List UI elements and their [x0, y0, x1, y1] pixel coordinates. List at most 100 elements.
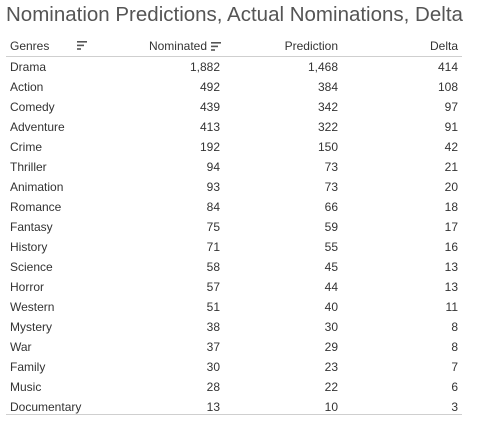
cell-genre: War	[10, 340, 32, 354]
cell-prediction: 45	[324, 260, 338, 274]
cell-genre: Music	[10, 380, 42, 394]
cell-nominated: 30	[206, 360, 220, 374]
cell-nominated: 58	[206, 260, 220, 274]
cell-prediction: 59	[324, 220, 338, 234]
sort-icon[interactable]	[77, 41, 87, 50]
cell-delta: 3	[451, 400, 458, 414]
table-row[interactable]: Music 28 22 6	[6, 377, 462, 397]
cell-prediction: 10	[324, 400, 338, 414]
column-header-nominated[interactable]: Nominated	[149, 39, 221, 53]
cell-nominated: 71	[206, 240, 220, 254]
cell-genre: Thriller	[10, 160, 47, 174]
cell-genre: Mystery	[10, 320, 52, 334]
cell-delta: 108	[437, 80, 458, 94]
page-title: Nomination Predictions, Actual Nominatio…	[6, 3, 463, 26]
cell-prediction: 66	[324, 200, 338, 214]
cell-nominated: 93	[206, 180, 220, 194]
table-row[interactable]: Adventure 413 322 91	[6, 117, 462, 137]
table-row[interactable]: History 71 55 16	[6, 237, 462, 257]
cell-prediction: 73	[324, 180, 338, 194]
cell-nominated: 51	[206, 300, 220, 314]
cell-nominated: 38	[206, 320, 220, 334]
cell-delta: 91	[444, 120, 458, 134]
cell-prediction: 29	[324, 340, 338, 354]
cell-genre: Science	[10, 260, 53, 274]
cell-genre: Drama	[10, 60, 47, 74]
cell-nominated: 413	[199, 120, 220, 134]
table-row[interactable]: Documentary 13 10 3	[6, 397, 462, 417]
table-row[interactable]: Thriller 94 73 21	[6, 157, 462, 177]
data-table: Genres Nominated Prediction Delta Drama 1…	[6, 36, 462, 417]
cell-prediction: 384	[317, 80, 338, 94]
cell-prediction: 44	[324, 280, 338, 294]
cell-prediction: 55	[324, 240, 338, 254]
table-row[interactable]: Action 492 384 108	[6, 77, 462, 97]
table-row[interactable]: Horror 57 44 13	[6, 277, 462, 297]
column-header-prediction[interactable]: Prediction	[284, 39, 338, 53]
column-header-genres[interactable]: Genres	[10, 39, 50, 53]
cell-genre: Crime	[10, 140, 42, 154]
table-row[interactable]: Romance 84 66 18	[6, 197, 462, 217]
cell-delta: 21	[444, 160, 458, 174]
column-header-delta[interactable]: Delta	[429, 39, 458, 53]
cell-nominated: 192	[199, 140, 220, 154]
cell-genre: Romance	[10, 200, 62, 214]
table-body: Drama 1,882 1,468 414 Action 492 384 108 Comedy 4…	[6, 57, 462, 417]
cell-delta: 11	[445, 300, 458, 314]
cell-genre: Animation	[10, 180, 64, 194]
table-row[interactable]: Science 58 45 13	[6, 257, 462, 277]
table-row[interactable]: Mystery 38 30 8	[6, 317, 462, 337]
cell-nominated: 492	[199, 80, 220, 94]
cell-prediction: 73	[324, 160, 338, 174]
cell-genre: Comedy	[10, 100, 55, 114]
table-row[interactable]: Animation 93 73 20	[6, 177, 462, 197]
table-row[interactable]: Crime 192 150 42	[6, 137, 462, 157]
cell-nominated: 75	[206, 220, 220, 234]
cell-delta: 414	[437, 60, 458, 74]
cell-delta: 17	[444, 220, 458, 234]
cell-nominated: 439	[199, 100, 220, 114]
cell-prediction: 22	[324, 380, 338, 394]
cell-genre: Family	[10, 360, 46, 374]
cell-prediction: 322	[317, 120, 338, 134]
table-row[interactable]: Fantasy 75 59 17	[6, 217, 462, 237]
column-header-nominated-label: Nominated	[148, 39, 207, 53]
table-bottom-divider	[6, 414, 462, 415]
cell-genre: Horror	[10, 280, 45, 294]
cell-delta: 16	[444, 240, 458, 254]
cell-genre: Fantasy	[10, 220, 53, 234]
cell-nominated: 1,882	[189, 60, 220, 74]
cell-genre: Western	[10, 300, 55, 314]
cell-delta: 6	[451, 380, 458, 394]
table-row[interactable]: Western 51 40 11	[6, 297, 462, 317]
cell-nominated: 28	[206, 380, 220, 394]
cell-delta: 8	[451, 320, 458, 334]
cell-prediction: 1,468	[307, 60, 338, 74]
cell-prediction: 30	[324, 320, 338, 334]
cell-genre: Adventure	[10, 120, 65, 134]
cell-delta: 8	[451, 340, 458, 354]
cell-nominated: 37	[206, 340, 220, 354]
cell-delta: 42	[444, 140, 458, 154]
table-row[interactable]: Comedy 439 342 97	[6, 97, 462, 117]
cell-nominated: 84	[206, 200, 220, 214]
cell-prediction: 23	[324, 360, 338, 374]
cell-nominated: 57	[206, 280, 220, 294]
cell-delta: 7	[451, 360, 458, 374]
table-header: Genres Nominated Prediction Delta	[6, 36, 462, 57]
table-row[interactable]: War 37 29 8	[6, 337, 462, 357]
cell-delta: 97	[444, 100, 458, 114]
cell-delta: 18	[444, 200, 458, 214]
cell-prediction: 150	[317, 140, 338, 154]
cell-nominated: 13	[206, 400, 220, 414]
cell-prediction: 342	[317, 100, 338, 114]
cell-genre: History	[10, 240, 48, 254]
cell-genre: Action	[10, 80, 44, 94]
cell-delta: 13	[444, 260, 458, 274]
cell-genre: Documentary	[10, 400, 82, 414]
cell-delta: 13	[444, 280, 458, 294]
table-row[interactable]: Family 30 23 7	[6, 357, 462, 377]
sort-descending-icon[interactable]	[211, 42, 221, 51]
table-row[interactable]: Drama 1,882 1,468 414	[6, 57, 462, 77]
cell-nominated: 94	[206, 160, 220, 174]
